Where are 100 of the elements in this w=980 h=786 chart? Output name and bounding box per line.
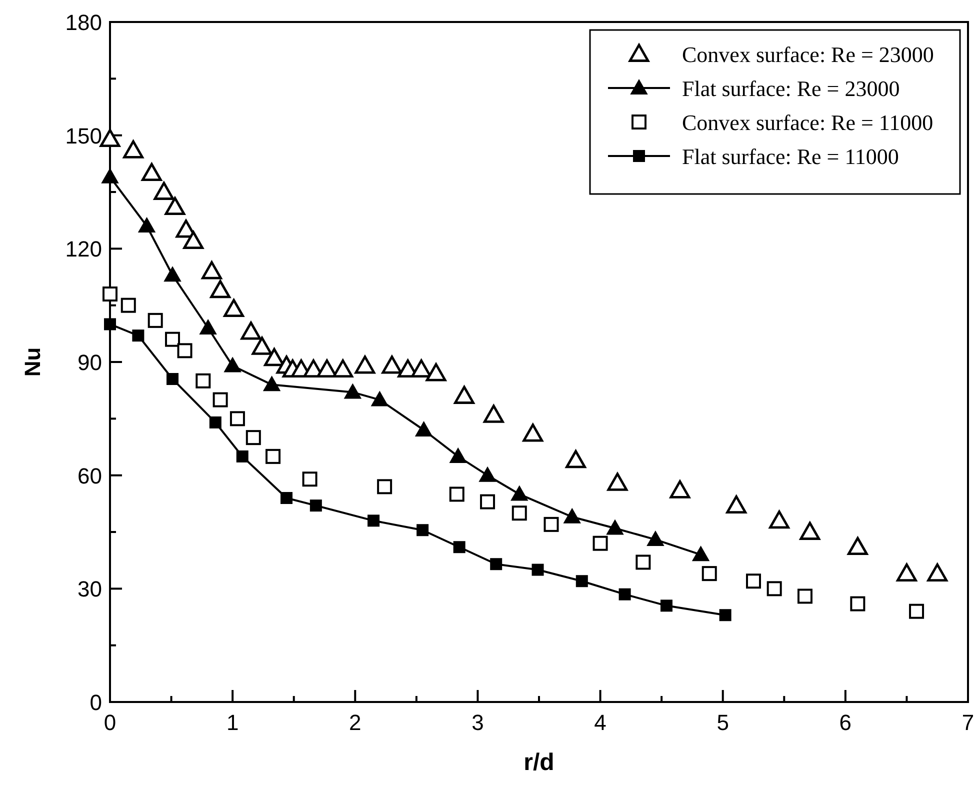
point [426, 363, 446, 382]
point [154, 182, 174, 200]
point [532, 564, 544, 576]
point [702, 566, 717, 582]
point [371, 391, 388, 406]
point [164, 196, 186, 216]
point [766, 581, 782, 596]
y-tick-label: 150 [65, 123, 102, 148]
point [927, 563, 948, 582]
x-tick-label: 7 [962, 710, 974, 735]
point [224, 357, 242, 372]
point [479, 466, 496, 482]
point [332, 359, 354, 378]
point [512, 506, 527, 521]
point [636, 554, 651, 570]
point [200, 320, 217, 334]
point [607, 472, 628, 491]
point [606, 520, 624, 535]
point [183, 230, 204, 250]
y-tick-label: 0 [90, 690, 102, 715]
point [196, 373, 211, 388]
point [138, 218, 156, 232]
point [850, 596, 866, 612]
point [670, 480, 690, 498]
point [141, 162, 162, 182]
point [368, 514, 380, 527]
y-tick-label: 180 [65, 10, 102, 35]
point [164, 266, 182, 282]
point [132, 330, 144, 342]
point [224, 298, 244, 318]
y-tick-label: 90 [78, 350, 102, 375]
legend-label: Convex surface: Re = 23000 [682, 42, 934, 67]
point [209, 416, 222, 428]
legend-label: Flat surface: Re = 11000 [682, 144, 899, 169]
point [490, 558, 502, 570]
point [302, 472, 318, 487]
point [566, 450, 586, 468]
x-tick-label: 2 [349, 710, 362, 735]
point [123, 140, 144, 158]
point [264, 348, 284, 366]
y-axis-title: Nu [20, 347, 45, 377]
point [236, 450, 248, 462]
point [719, 609, 732, 622]
point [544, 516, 559, 532]
point [344, 384, 362, 399]
y-tick-label: 120 [65, 236, 102, 262]
point [240, 322, 262, 340]
point [100, 128, 120, 148]
point [102, 168, 118, 184]
y-tick-label: 60 [78, 463, 102, 488]
point [797, 588, 812, 604]
point [202, 261, 222, 280]
point [909, 604, 924, 619]
point [646, 531, 664, 546]
point [847, 536, 868, 556]
point [769, 510, 790, 529]
point [726, 495, 747, 514]
point [660, 600, 672, 612]
point [102, 286, 118, 302]
y-tick-label: 30 [78, 576, 102, 602]
point [522, 424, 544, 442]
point [120, 298, 136, 313]
point [411, 359, 432, 378]
legend-label: Flat surface: Re = 23000 [682, 76, 900, 101]
x-tick-label: 5 [716, 710, 729, 735]
point [592, 536, 608, 551]
x-tick-label: 3 [472, 710, 484, 735]
point [896, 563, 917, 582]
point [252, 336, 272, 355]
point [266, 448, 281, 464]
legend-label: Convex surface: Re = 11000 [682, 110, 934, 135]
point [576, 575, 588, 588]
point [377, 479, 392, 494]
point [280, 492, 293, 504]
x-tick-label: 6 [839, 710, 852, 735]
point [510, 486, 528, 501]
point [450, 448, 467, 463]
point [230, 411, 245, 426]
point [177, 343, 192, 358]
point [212, 392, 228, 408]
point [165, 332, 180, 347]
point [692, 546, 710, 562]
point [453, 541, 466, 554]
point [166, 373, 179, 385]
point [104, 318, 116, 330]
point [449, 486, 464, 502]
point [483, 404, 504, 423]
point [354, 356, 376, 374]
x-tick-label: 1 [226, 710, 239, 735]
point [263, 376, 280, 392]
point [800, 522, 820, 540]
point [454, 386, 474, 404]
point [746, 574, 761, 589]
point [148, 312, 163, 328]
point [310, 500, 322, 512]
x-axis-title: r/d [524, 749, 554, 776]
point [246, 430, 261, 446]
point [618, 588, 631, 600]
point [210, 280, 231, 298]
x-tick-label: 4 [594, 710, 606, 735]
